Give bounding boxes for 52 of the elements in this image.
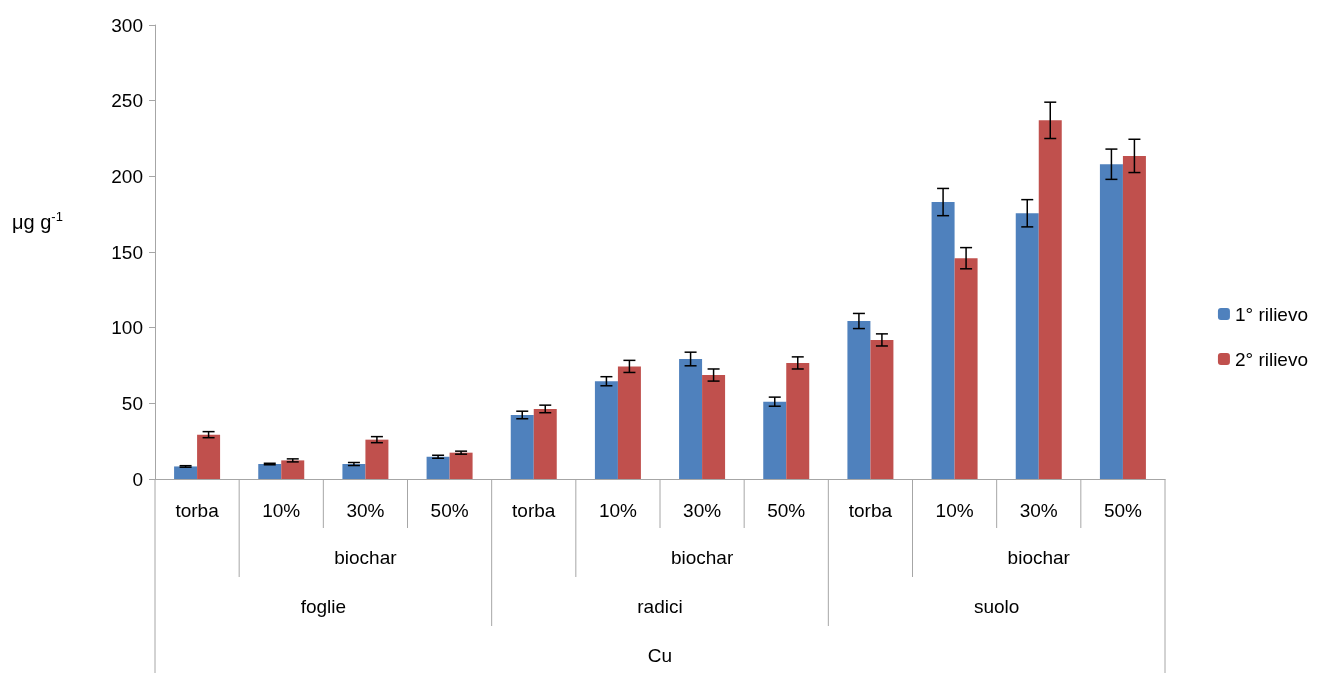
bar	[365, 439, 389, 479]
bar	[847, 321, 871, 479]
bar	[954, 258, 978, 479]
text: Cu	[647, 644, 673, 666]
x-tick-label: 50%	[767, 500, 806, 521]
text: foglie	[300, 595, 347, 617]
x-tick-label: torba	[848, 500, 893, 521]
bar	[1122, 155, 1146, 479]
bar	[510, 414, 534, 479]
y-tick-label: 150	[111, 241, 143, 263]
bar	[426, 456, 450, 479]
bar	[594, 381, 618, 479]
x-tick-label: 30%	[683, 500, 722, 521]
bar	[702, 375, 726, 479]
x-tick-label: 10%	[262, 500, 301, 521]
bar	[281, 460, 305, 479]
x-tick-label: torba	[175, 500, 220, 521]
y-tick-label: 50	[121, 392, 143, 414]
bar	[174, 466, 198, 479]
bar	[786, 362, 810, 479]
bar	[1038, 120, 1062, 479]
x-tick-label: torba	[512, 500, 556, 521]
text: biochar	[670, 546, 734, 568]
y-tick-label: 100	[111, 317, 143, 339]
x-tick-label: 30%	[1019, 500, 1058, 521]
x-tick-label: 50%	[1103, 500, 1143, 521]
x-tick-label: 30%	[346, 500, 385, 521]
x-tick-label: 10%	[935, 500, 974, 521]
bar	[449, 452, 473, 479]
x-tick-label: 10%	[598, 500, 638, 521]
legend-label: 1° rilievo	[1234, 303, 1309, 325]
bar	[763, 401, 787, 479]
bar	[342, 464, 366, 479]
bar	[1015, 213, 1039, 479]
x-tick-label: 50%	[430, 500, 469, 521]
y-tick-label: 0	[132, 468, 143, 490]
text: biochar	[1007, 546, 1071, 568]
y-tick-label: 300	[111, 14, 143, 36]
bar	[197, 434, 221, 479]
text: biochar	[334, 546, 398, 568]
bar	[931, 202, 955, 479]
bar	[617, 366, 641, 479]
bar	[258, 464, 282, 479]
text: radici	[637, 595, 683, 617]
bar	[870, 339, 894, 479]
bar	[679, 358, 703, 479]
y-tick-label: 250	[111, 90, 143, 112]
legend-label: 2° rilievo	[1234, 348, 1309, 370]
bar	[533, 408, 557, 479]
text: suolo	[973, 595, 1020, 617]
y-tick-label: 200	[111, 165, 143, 187]
bar	[1099, 164, 1123, 479]
